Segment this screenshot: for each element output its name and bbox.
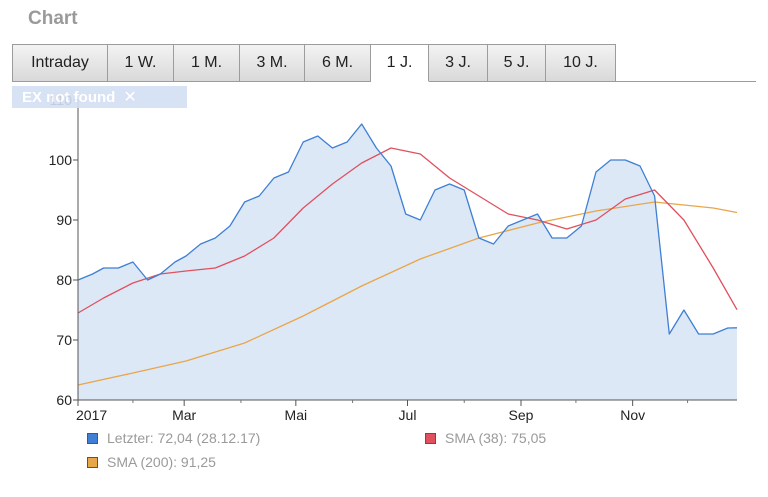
tab-1w[interactable]: 1 W. [108, 44, 174, 82]
legend-item-letzter[interactable]: Letzter: 72,04 (28.12.17) [87, 430, 260, 446]
error-badge: EX not found ✕ [12, 86, 187, 108]
y-tick-label: 90 [56, 212, 72, 228]
y-tick-label: 100 [49, 152, 73, 168]
legend-label: SMA (38): 75,05 [445, 430, 547, 446]
legend-swatch [425, 432, 436, 444]
y-tick-label: 70 [56, 332, 72, 348]
x-tick-label: Mai [285, 407, 308, 423]
tab-intraday[interactable]: Intraday [12, 44, 108, 82]
tab-3j[interactable]: 3 J. [429, 44, 488, 82]
timeframe-tabs: Intraday 1 W. 1 M. 3 M. 6 M. 1 J. 3 J. 5… [12, 44, 616, 82]
series-line-sma-38 [77, 147, 738, 314]
tab-1j[interactable]: 1 J. [371, 44, 429, 82]
legend-swatch [87, 456, 98, 468]
x-tick-label: Nov [620, 407, 645, 423]
error-badge-text: EX not found [22, 88, 116, 106]
legend-label: Letzter: 72,04 (28.12.17) [107, 430, 261, 446]
price-area [78, 124, 737, 400]
tab-3m[interactable]: 3 M. [240, 44, 305, 82]
tab-5j[interactable]: 5 J. [488, 44, 546, 82]
x-tick-label: Sep [509, 407, 534, 423]
y-tick-label: 60 [56, 392, 72, 408]
legend-item-sma38[interactable]: SMA (38): 75,05 [425, 430, 546, 446]
tab-10j[interactable]: 10 J. [546, 44, 616, 82]
x-tick-label: Mar [172, 407, 196, 423]
y-tick-label: 80 [56, 272, 72, 288]
x-tick-label: 2017 [76, 407, 107, 423]
legend-label: SMA (200): 91,25 [107, 454, 216, 470]
tab-6m[interactable]: 6 M. [305, 44, 371, 82]
legend-swatch [87, 432, 98, 444]
x-tick-label: Jul [399, 407, 417, 423]
series-line-letzter [77, 123, 738, 335]
close-icon[interactable]: ✕ [123, 89, 137, 106]
legend-item-sma200[interactable]: SMA (200): 91,25 [87, 454, 216, 470]
tab-1m[interactable]: 1 M. [174, 44, 240, 82]
page-title: Chart [28, 8, 78, 29]
